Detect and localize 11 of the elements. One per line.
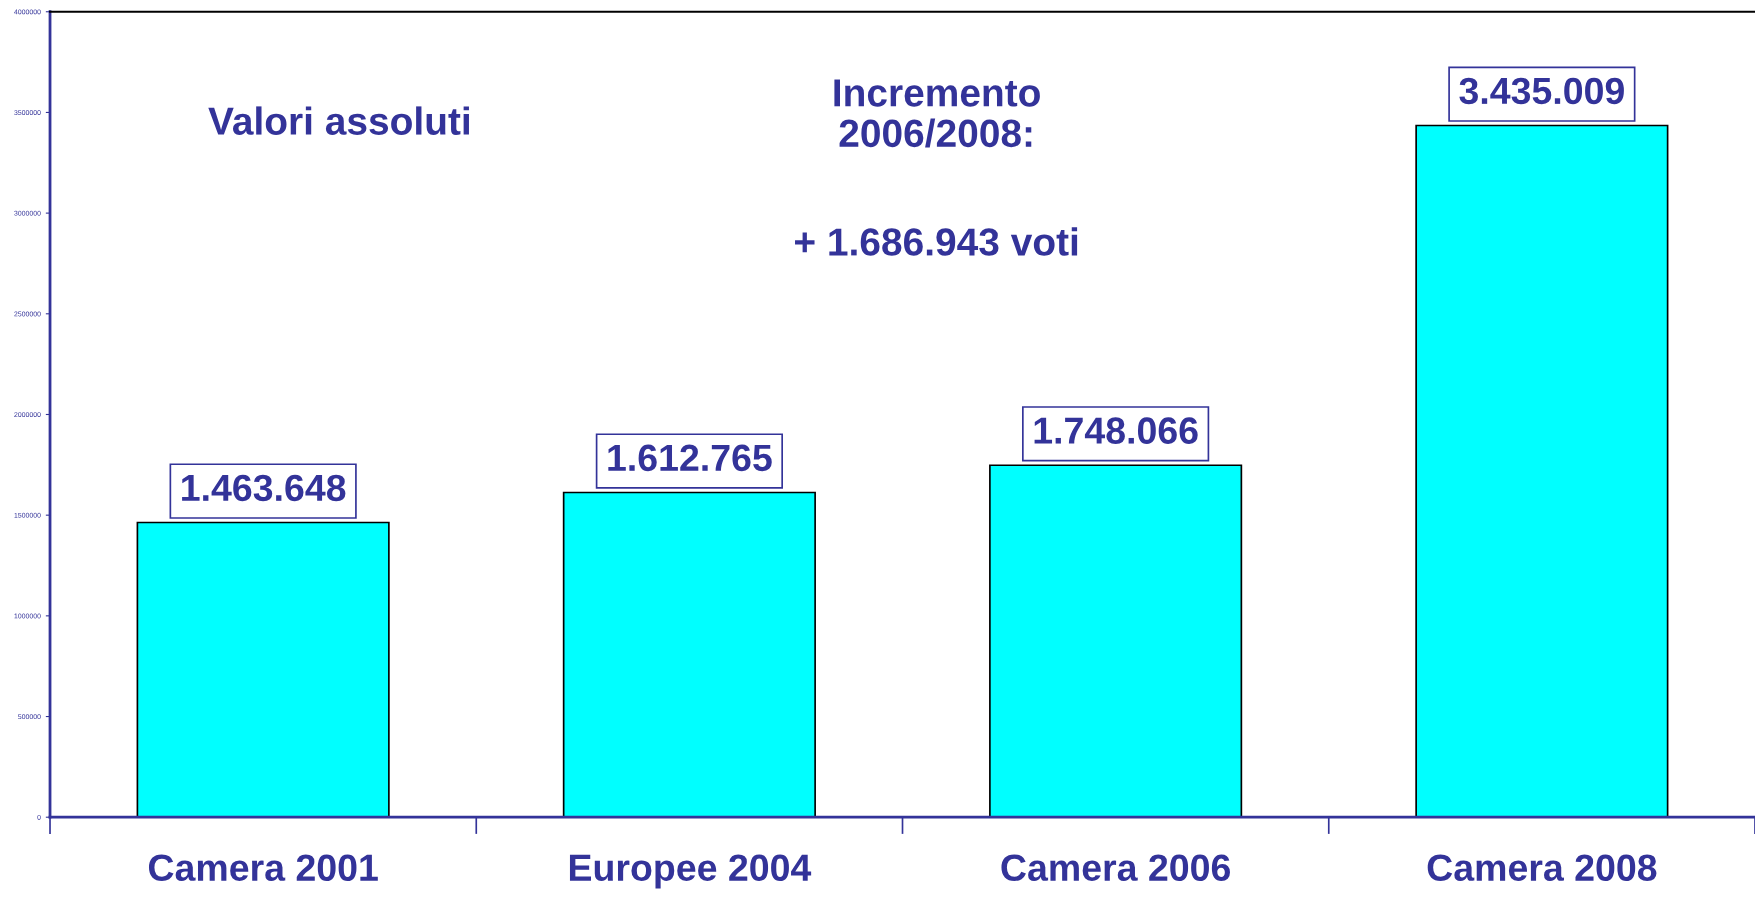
- x-tick-label: Camera 2006: [1001, 854, 1230, 882]
- data-label: 1.463.648: [182, 474, 346, 502]
- x-tick-label: Camera 2008: [1427, 854, 1657, 882]
- annotation: + 1.686.943 voti: [795, 227, 1078, 256]
- data-label: 3.435.009: [1459, 77, 1624, 105]
- x-tick-label: Europee 2004: [569, 854, 812, 889]
- x-tick-label: Camera 2001: [148, 854, 378, 882]
- data-label: 1.748.066: [1034, 417, 1198, 444]
- annotation: Valori assoluti: [208, 106, 469, 135]
- annotation: Incremento 2006/2008:: [834, 79, 1040, 148]
- data-label: 1.612.765: [608, 444, 772, 472]
